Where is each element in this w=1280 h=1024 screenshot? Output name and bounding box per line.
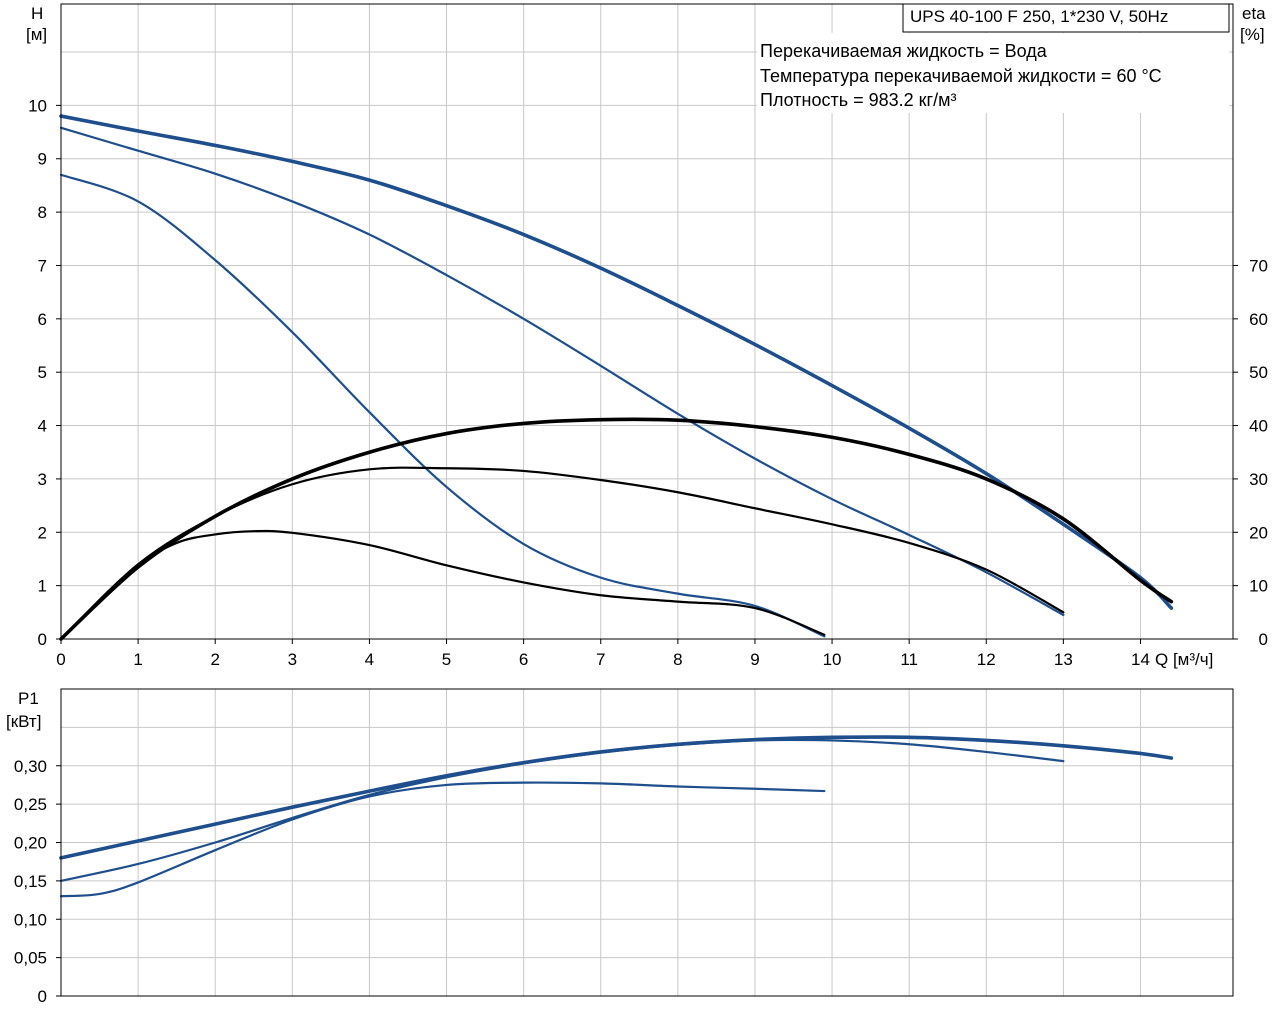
eta-tick-label: 10	[1249, 577, 1268, 596]
power-curve-3	[59, 781, 826, 898]
efficiency-curve-1	[59, 417, 1174, 641]
p1-axis-unit: [кВт]	[6, 712, 41, 731]
info-line-density: Плотность = 983.2 кг/м³	[760, 90, 956, 110]
x-tick-label: 9	[750, 650, 759, 669]
efficiency-curve-3	[59, 529, 826, 641]
eta-tick-label: 20	[1249, 523, 1268, 542]
x-tick-label: 11	[900, 650, 918, 669]
h-tick-label: 6	[38, 310, 47, 329]
head-curve-3	[59, 173, 826, 638]
info-line-temperature: Температура перекачиваемой жидкости = 60…	[760, 66, 1162, 86]
x-tick-label: 10	[823, 650, 842, 669]
head-curve-1	[59, 114, 1174, 610]
p1-tick-label: 0	[38, 987, 47, 1006]
title-box	[902, 3, 1230, 33]
p1-axis-label: P1	[18, 689, 39, 708]
h-tick-label: 2	[38, 523, 47, 542]
eta-tick-label: 30	[1249, 470, 1268, 489]
eta-tick-label: 60	[1249, 310, 1268, 329]
top-plot-frame	[60, 3, 1234, 640]
x-tick-label: 12	[977, 650, 996, 669]
p1-tick-label: 0,20	[14, 834, 47, 853]
h-tick-label: 3	[38, 470, 47, 489]
h-tick-label: 10	[28, 96, 47, 115]
h-tick-label: 5	[38, 363, 47, 382]
x-tick-label: 8	[673, 650, 682, 669]
h-tick-label: 8	[38, 203, 47, 222]
x-tick-label: 13	[1054, 650, 1073, 669]
x-tick-label: 2	[210, 650, 219, 669]
x-tick-label: 3	[288, 650, 297, 669]
bottom-series	[59, 735, 1174, 898]
eta-tick-labels: 0 10 20 30 40 50 60 70	[1233, 256, 1268, 649]
top-series	[59, 114, 1174, 641]
h-tick-label: 1	[38, 577, 47, 596]
power-chart: 0 0,05 0,10 0,15 0,20 0,25 0,30 P1 [кВт]	[6, 688, 1234, 1006]
head-curve-2	[59, 126, 1065, 617]
h-tick-label: 9	[38, 150, 47, 169]
p1-tick-label: 0,10	[14, 910, 47, 929]
bottom-grid	[60, 689, 1233, 997]
x-tick-label: 4	[365, 650, 374, 669]
h-axis-unit: [м]	[26, 25, 47, 44]
x-tick-label: 7	[596, 650, 605, 669]
power-curve-2	[59, 738, 1065, 882]
eta-tick-label: 50	[1249, 363, 1268, 382]
eta-tick-label: 0	[1259, 630, 1268, 649]
efficiency-curve-2	[59, 466, 1065, 641]
h-tick-label: 0	[38, 630, 47, 649]
p1-tick-label: 0,15	[14, 872, 47, 891]
x-tick-labels: 0 1 2 3 4 5 6 7 8 9 10 11 12 13 14	[56, 639, 1150, 669]
h-tick-label: 4	[38, 417, 47, 436]
eta-axis-unit: [%]	[1240, 25, 1265, 44]
h-axis-label: H	[31, 4, 43, 23]
p1-tick-label: 0,25	[14, 795, 47, 814]
p1-tick-labels: 0 0,05 0,10 0,15 0,20 0,25 0,30	[14, 757, 61, 1006]
h-tick-label: 7	[38, 256, 47, 275]
eta-tick-label: 40	[1249, 417, 1268, 436]
info-box	[757, 33, 1229, 113]
x-tick-label: 5	[442, 650, 451, 669]
info-line-fluid: Перекачиваемая жидкость = Вода	[760, 41, 1048, 61]
eta-axis-label: eta	[1242, 4, 1266, 23]
x-tick-label: 1	[133, 650, 142, 669]
x-tick-label: 0	[56, 650, 65, 669]
x-tick-label: 6	[519, 650, 528, 669]
p1-tick-label: 0,30	[14, 757, 47, 776]
eta-tick-label: 70	[1249, 256, 1268, 275]
chart-title: UPS 40-100 F 250, 1*230 V, 50Hz	[910, 7, 1168, 26]
h-tick-labels: 0 1 2 3 4 5 6 7 8 9 10	[28, 96, 61, 649]
q-axis-label: Q [м³/ч]	[1155, 650, 1213, 669]
x-tick-label: 14	[1131, 650, 1150, 669]
p1-tick-label: 0,05	[14, 949, 47, 968]
